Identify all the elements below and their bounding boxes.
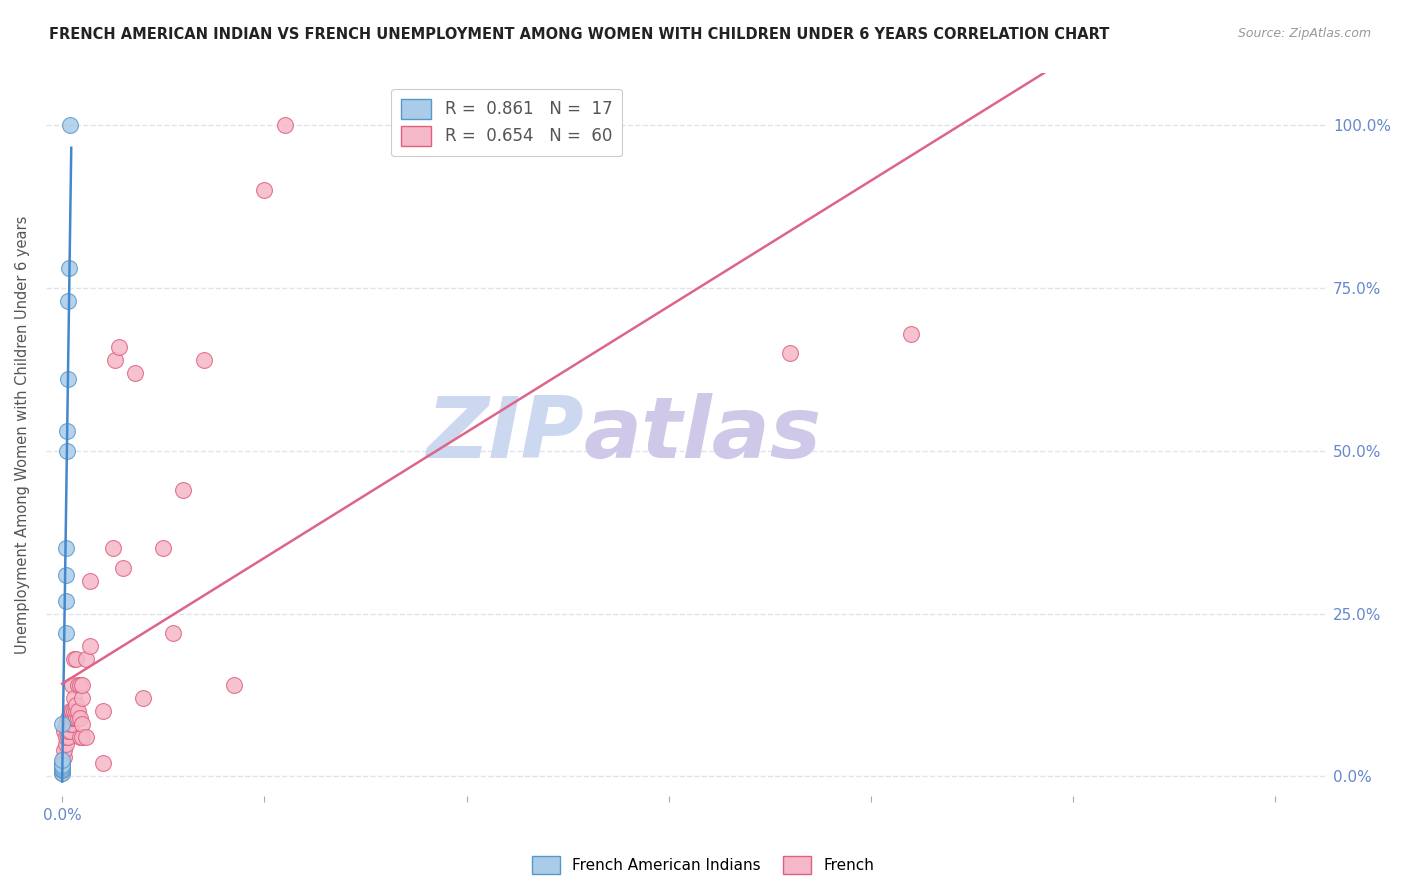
Point — [51, 759, 73, 773]
Point — [51, 753, 73, 767]
Point — [60, 717, 83, 731]
Point — [59, 723, 82, 738]
Point — [51, 766, 73, 780]
Point — [63, 711, 86, 725]
Point — [56, 424, 79, 438]
Point — [65, 711, 87, 725]
Point — [59, 704, 82, 718]
Point — [72, 678, 94, 692]
Point — [67, 711, 90, 725]
Point — [58, 723, 80, 738]
Point — [58, 261, 80, 276]
Point — [58, 731, 80, 745]
Point — [51, 763, 73, 777]
Point — [91, 756, 114, 771]
Point — [51, 717, 73, 731]
Point — [63, 652, 86, 666]
Point — [55, 567, 77, 582]
Legend: French American Indians, French: French American Indians, French — [526, 850, 880, 880]
Text: ZIP: ZIP — [426, 393, 583, 476]
Point — [55, 731, 77, 745]
Text: FRENCH AMERICAN INDIAN VS FRENCH UNEMPLOYMENT AMONG WOMEN WITH CHILDREN UNDER 6 : FRENCH AMERICAN INDIAN VS FRENCH UNEMPLO… — [49, 27, 1109, 42]
Point — [193, 352, 215, 367]
Point — [60, 711, 83, 725]
Y-axis label: Unemployment Among Women with Children Under 6 years: Unemployment Among Women with Children U… — [15, 215, 30, 654]
Point — [65, 698, 87, 712]
Point — [51, 763, 73, 777]
Point — [69, 731, 91, 745]
Text: atlas: atlas — [583, 393, 821, 476]
Point — [55, 626, 77, 640]
Point — [101, 541, 124, 556]
Point — [91, 704, 114, 718]
Point — [152, 541, 174, 556]
Point — [79, 639, 101, 653]
Point — [51, 757, 73, 772]
Point — [55, 737, 77, 751]
Point — [63, 691, 86, 706]
Point — [55, 717, 77, 731]
Point — [779, 346, 801, 360]
Point — [53, 750, 76, 764]
Point — [58, 372, 80, 386]
Point — [55, 593, 77, 607]
Text: Source: ZipAtlas.com: Source: ZipAtlas.com — [1237, 27, 1371, 40]
Point — [58, 293, 80, 308]
Point — [75, 731, 97, 745]
Point — [58, 711, 80, 725]
Point — [104, 352, 127, 367]
Point — [111, 561, 134, 575]
Point — [79, 574, 101, 588]
Point — [124, 366, 146, 380]
Point — [162, 626, 184, 640]
Point — [67, 678, 90, 692]
Point — [222, 678, 245, 692]
Point — [72, 691, 94, 706]
Legend: R =  0.861   N =  17, R =  0.654   N =  60: R = 0.861 N = 17, R = 0.654 N = 60 — [391, 88, 623, 156]
Point — [253, 183, 276, 197]
Point — [173, 483, 195, 497]
Point — [273, 118, 295, 132]
Point — [72, 731, 94, 745]
Point — [53, 743, 76, 757]
Point — [59, 717, 82, 731]
Point — [51, 762, 73, 776]
Point — [51, 756, 73, 771]
Point — [59, 118, 82, 132]
Point — [63, 704, 86, 718]
Point — [51, 766, 73, 780]
Point — [60, 704, 83, 718]
Point — [75, 652, 97, 666]
Point — [900, 326, 922, 341]
Point — [53, 723, 76, 738]
Point — [72, 717, 94, 731]
Point — [60, 678, 83, 692]
Point — [56, 443, 79, 458]
Point — [69, 711, 91, 725]
Point — [65, 652, 87, 666]
Point — [67, 704, 90, 718]
Point — [132, 691, 155, 706]
Point — [55, 541, 77, 556]
Point — [51, 759, 73, 773]
Point — [69, 678, 91, 692]
Point — [107, 340, 129, 354]
Point — [65, 704, 87, 718]
